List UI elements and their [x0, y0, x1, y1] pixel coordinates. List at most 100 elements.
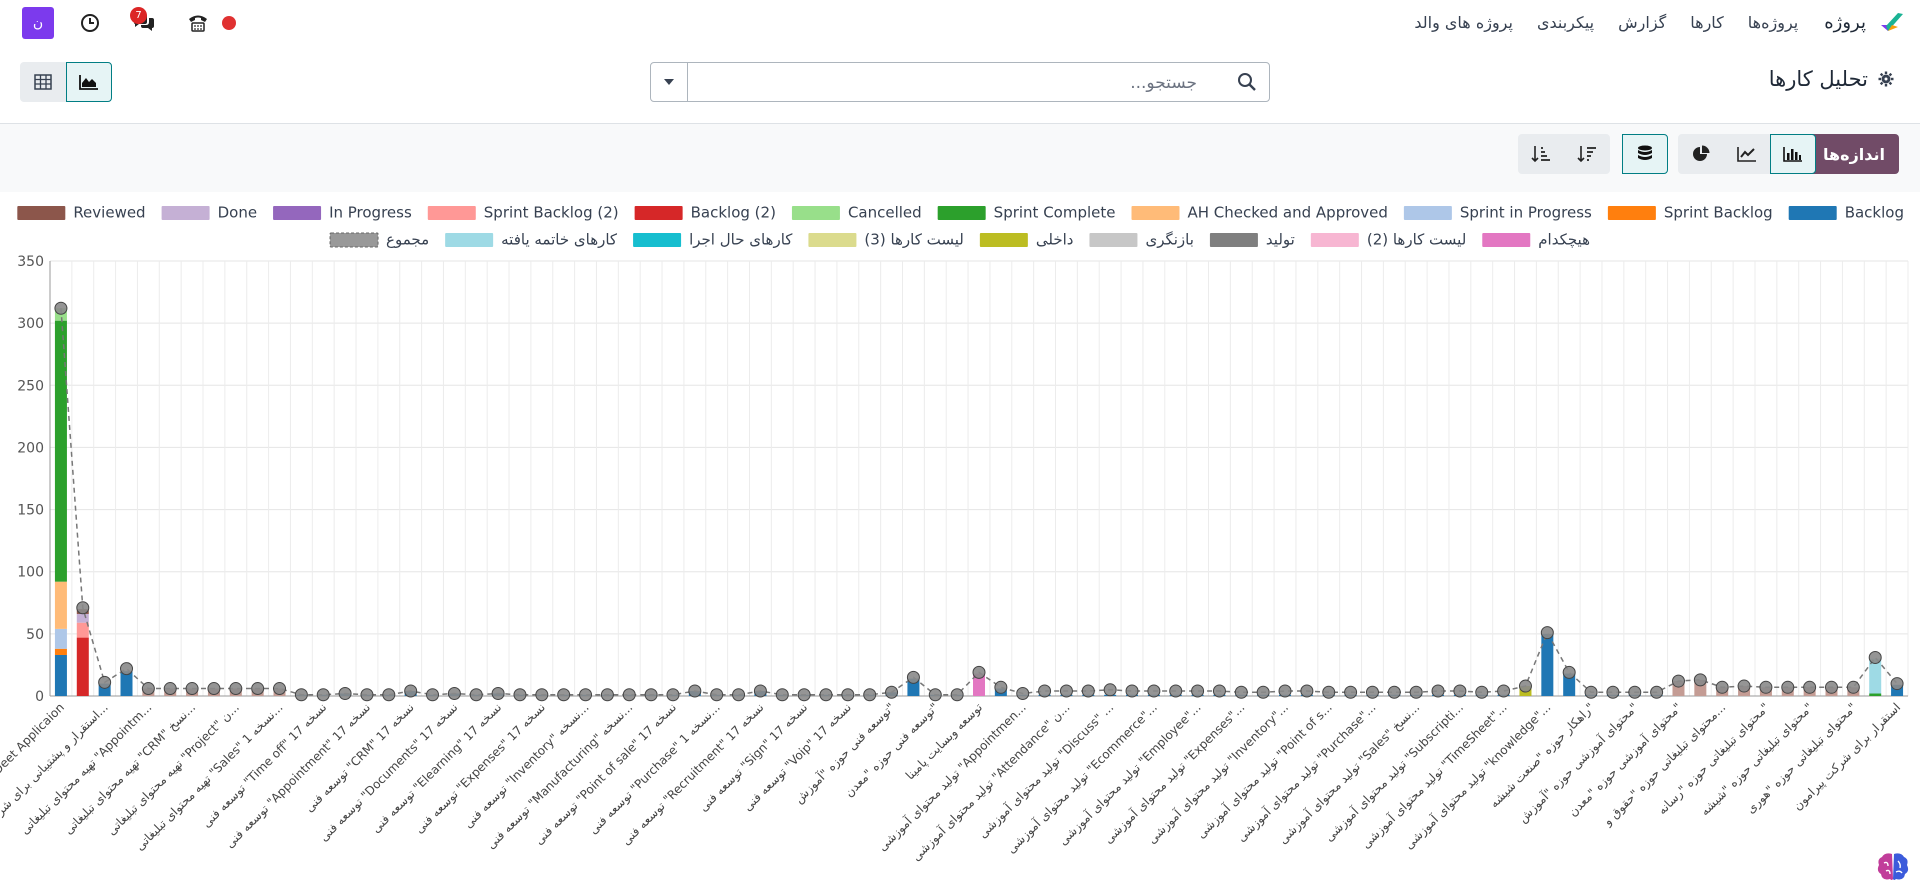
legend-label: لیست کارها	[0, 204, 1, 222]
bar-segment	[1891, 684, 1904, 696]
bar-segment	[54, 648, 67, 655]
area-chart-icon	[79, 75, 98, 90]
project-app-logo-icon[interactable]	[1878, 9, 1906, 37]
total-point	[1387, 685, 1401, 699]
legend-item[interactable]: تولید	[1209, 231, 1295, 249]
bar-chart-button[interactable]	[1770, 134, 1816, 174]
legend-item[interactable]: Backlog (2)	[634, 204, 776, 222]
total-point	[1781, 680, 1795, 694]
line-chart-button[interactable]	[1724, 134, 1770, 174]
pie-chart-button[interactable]	[1678, 134, 1724, 174]
total-point	[579, 688, 593, 702]
legend-item[interactable]: کارهای حال اجرا	[633, 231, 793, 249]
legend-item[interactable]: In Progress	[273, 204, 412, 222]
user-avatar[interactable]: ن	[22, 6, 54, 39]
legend-swatch	[273, 206, 322, 220]
total-point	[273, 682, 287, 696]
search-options-toggle[interactable]	[651, 63, 688, 101]
legend-item[interactable]: Done	[161, 204, 257, 222]
x-tick-label: تولید محتوای آموزشی "Attendance" ن...	[908, 700, 1073, 865]
ai-assistant-icon[interactable]	[1876, 851, 1910, 883]
total-point	[1409, 685, 1423, 699]
bar-segment	[1869, 658, 1882, 694]
menu-configuration[interactable]: پیکربندی	[1536, 13, 1595, 32]
legend-item[interactable]: AH Checked and Approved	[1131, 204, 1388, 222]
y-tick-label: 300	[17, 316, 44, 332]
total-line-path	[60, 308, 1898, 696]
total-point	[229, 682, 243, 696]
total-point	[972, 665, 986, 679]
total-point	[1103, 683, 1117, 697]
stacked-button[interactable]	[1622, 134, 1668, 174]
legend-label: Sprint Backlog	[1664, 204, 1773, 222]
legend-label: In Progress	[329, 204, 412, 222]
activity-clock-icon[interactable]	[72, 0, 108, 45]
total-point	[98, 675, 112, 689]
legend-item[interactable]: مجموع	[329, 231, 429, 249]
legend-swatch	[1131, 206, 1180, 220]
legend-item[interactable]: بازنگری	[1089, 231, 1194, 249]
legend-item[interactable]: هیچکدام	[1482, 231, 1590, 249]
total-point	[1606, 685, 1620, 699]
search-input[interactable]	[695, 69, 1199, 97]
legend-swatch	[1089, 233, 1138, 247]
total-point	[841, 688, 855, 702]
menu-reporting[interactable]: گزارش	[1618, 13, 1667, 32]
bar-segment	[973, 673, 985, 696]
graph-view-button[interactable]	[66, 62, 112, 102]
total-point	[906, 670, 920, 684]
bar-segment	[54, 628, 67, 649]
menu-tasks[interactable]: کارها	[1690, 13, 1724, 32]
legend-item[interactable]: Sprint Complete	[937, 204, 1116, 222]
bar-segment	[76, 622, 89, 638]
total-point	[491, 687, 505, 701]
legend-item[interactable]: لیست کارها (3)	[808, 231, 964, 249]
legend-label: تولید	[1266, 231, 1295, 249]
navbar: پروژه پروژه‌ها کارها گزارش پیکربندی پروژ…	[0, 0, 1920, 45]
legend-label: کارهای خاتمه یافته	[501, 231, 618, 249]
view-switcher	[20, 62, 112, 102]
legend-swatch	[1209, 233, 1258, 247]
sort-descending-icon	[1577, 146, 1596, 163]
menu-parent-projects[interactable]: پروژه های والد	[1414, 13, 1513, 32]
messaging-icon[interactable]: 7	[126, 0, 162, 45]
legend-item[interactable]: Reviewed	[17, 204, 146, 222]
legend-item[interactable]: Sprint Backlog	[1607, 204, 1773, 222]
voip-phone-icon[interactable]	[180, 0, 216, 45]
app-name[interactable]: پروژه	[1824, 12, 1866, 33]
legend-item[interactable]: داخلی	[979, 231, 1074, 249]
total-point	[863, 688, 877, 702]
total-point	[1737, 679, 1751, 693]
legend-label: لیست کارها (3)	[864, 231, 963, 249]
legend-label: Sprint Complete	[994, 204, 1116, 222]
total-point	[1584, 685, 1598, 699]
menu-projects[interactable]: پروژه‌ها	[1747, 13, 1799, 32]
total-point	[54, 301, 68, 315]
legend-item[interactable]: لیست کارها	[0, 204, 1, 222]
bar-segment	[1563, 673, 1576, 696]
legend-label: کارهای حال اجرا	[689, 231, 793, 249]
total-point	[120, 662, 134, 676]
legend-item[interactable]: Cancelled	[791, 204, 922, 222]
legend-item[interactable]: Backlog	[1788, 204, 1904, 222]
total-point	[1191, 684, 1205, 698]
recording-status-icon[interactable]	[222, 15, 236, 30]
line-chart-icon	[1737, 147, 1756, 162]
total-point	[1890, 677, 1904, 691]
total-point	[1234, 685, 1248, 699]
sort-descending-button[interactable]	[1564, 134, 1610, 174]
pivot-view-button[interactable]	[20, 62, 66, 102]
y-tick-label: 100	[17, 565, 44, 581]
legend-item[interactable]: Sprint Backlog (2)	[427, 204, 619, 222]
search-icon	[1238, 73, 1256, 91]
legend-item[interactable]: لیست کارها (2)	[1310, 231, 1466, 249]
x-tick-label: Deet Applicaion	[0, 700, 67, 777]
chart-legend: Backlog Sprint Backlog Sprint in Progress A…	[0, 204, 1904, 249]
legend-item[interactable]: کارهای خاتمه یافته	[445, 231, 618, 249]
sort-ascending-button[interactable]	[1518, 134, 1564, 174]
legend-label: Sprint Backlog (2)	[484, 204, 619, 222]
gear-icon[interactable]	[1878, 71, 1894, 87]
total-point	[753, 684, 767, 698]
legend-item[interactable]: Sprint in Progress	[1403, 204, 1592, 222]
total-point	[1518, 679, 1532, 693]
